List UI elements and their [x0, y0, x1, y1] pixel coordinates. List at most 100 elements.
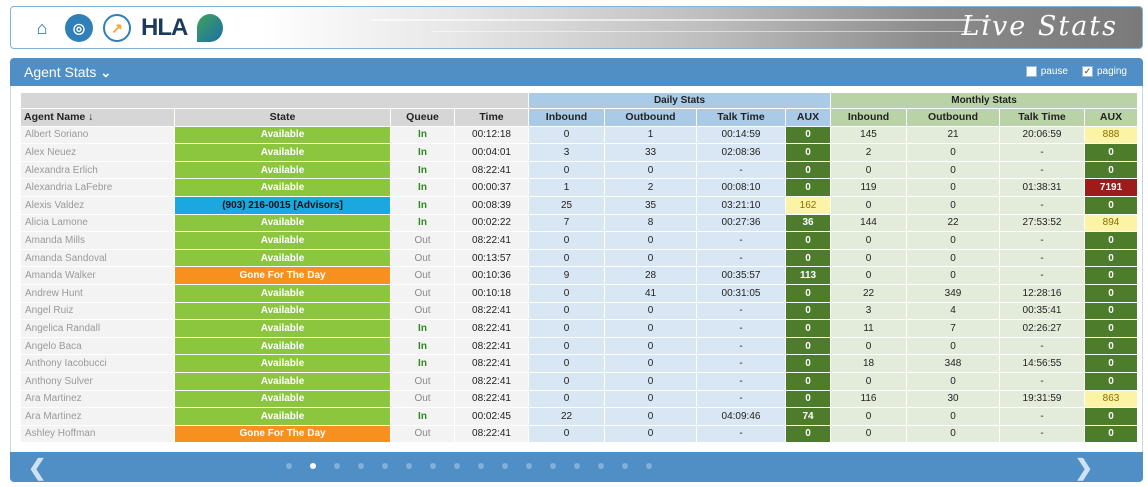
- queue-cell: In: [390, 319, 455, 338]
- state-cell: Available: [174, 178, 391, 197]
- monthly-talk-time-cell: 02:26:27: [999, 319, 1086, 338]
- table-row[interactable]: Amanda Walker Gone For The Day Out 00:10:36…: [20, 266, 1139, 285]
- col-monthly-inbound[interactable]: Inbound: [830, 108, 908, 127]
- table-row[interactable]: Angel Ruiz Available Out 08:22:41 0 0-0 3 4 00:3…: [20, 301, 1139, 321]
- monthly-outbound-cell: 7: [906, 319, 1001, 338]
- agent-name-cell: Amanda Walker: [20, 266, 175, 285]
- daily-inbound-cell: 0: [528, 301, 605, 321]
- col-daily-talk-time[interactable]: Talk Time: [696, 108, 786, 127]
- queue-cell: Out: [390, 389, 455, 409]
- monthly-talk-time-cell: -: [999, 336, 1086, 356]
- time-cell: 00:00:37: [454, 178, 529, 197]
- monthly-outbound-cell: 0: [906, 336, 1001, 356]
- table-row[interactable]: Angelo Baca Available In 08:22:41 0 0-0 0 0-0: [20, 336, 1139, 356]
- table-row[interactable]: Alexandra Erlich Available In 08:22:41 0 0-0 0…: [20, 160, 1139, 180]
- page-dot[interactable]: [334, 463, 340, 469]
- col-daily-inbound[interactable]: Inbound: [528, 108, 605, 127]
- col-monthly-aux[interactable]: AUX: [1084, 108, 1139, 127]
- monthly-aux-cell: 0: [1084, 301, 1139, 321]
- daily-inbound-cell: 0: [528, 371, 605, 391]
- table-row[interactable]: Amanda Sandoval Available Out 00:13:57 0 0-0 0…: [20, 248, 1139, 268]
- page-dot[interactable]: [478, 463, 484, 469]
- state-cell: Available: [174, 125, 391, 145]
- daily-talk-time-cell: -: [696, 371, 786, 391]
- monthly-outbound-cell: 0: [906, 266, 1001, 285]
- monthly-outbound-cell: 0: [906, 248, 1001, 268]
- page-dot[interactable]: [622, 463, 628, 469]
- daily-outbound-cell: 8: [604, 213, 697, 233]
- monthly-outbound-cell: 0: [906, 371, 1001, 391]
- queue-cell: In: [390, 336, 455, 356]
- daily-talk-time-cell: -: [696, 424, 786, 444]
- paging-checkbox[interactable]: ✓: [1081, 66, 1093, 77]
- page-dot[interactable]: [598, 463, 604, 469]
- table-row[interactable]: Anthony Sulver Available Out 08:22:41 0 0-0 0 0…: [20, 371, 1139, 391]
- col-monthly-outbound[interactable]: Outbound: [906, 108, 1001, 127]
- agent-name-cell: Alicia Lamone: [20, 213, 175, 233]
- table-row[interactable]: Angelica Randall Available In 08:22:41 0 0-0 1…: [20, 319, 1139, 338]
- daily-inbound-cell: 3: [528, 143, 605, 162]
- page-dot[interactable]: [358, 463, 364, 469]
- daily-outbound-cell: 0: [604, 371, 697, 391]
- table-row[interactable]: Alexandria LaFebre Available In 00:00:37 1 2 0…: [20, 178, 1139, 197]
- monthly-aux-cell: 0: [1084, 319, 1139, 338]
- chevron-right-icon[interactable]: ❯: [1074, 455, 1093, 480]
- table-row[interactable]: Amanda Mills Available Out 08:22:41 0 0-0 0 0-0: [20, 231, 1139, 250]
- daily-aux-cell: 0: [784, 389, 832, 409]
- page-dot[interactable]: [502, 463, 508, 469]
- panel-title: Agent Stats: [24, 64, 97, 80]
- table-row[interactable]: Albert Soriano Available In 00:12:18 0 1 00:14…: [20, 125, 1139, 145]
- table-row[interactable]: Alex Neuez Available In 00:04:01 3 33 02:08:36…: [20, 143, 1139, 162]
- page-dot[interactable]: [454, 463, 460, 469]
- agent-name-cell: Alexandria LaFebre: [20, 178, 175, 197]
- col-queue[interactable]: Queue: [390, 108, 455, 127]
- page-dot[interactable]: [286, 463, 292, 469]
- page-dot[interactable]: [574, 463, 580, 469]
- chevron-left-icon[interactable]: ❮: [28, 455, 47, 480]
- col-daily-outbound[interactable]: Outbound: [604, 108, 697, 127]
- monthly-inbound-cell: 145: [830, 125, 908, 145]
- page-dot[interactable]: [406, 463, 412, 469]
- monthly-inbound-cell: 119: [830, 178, 908, 197]
- col-daily-aux[interactable]: AUX: [784, 108, 832, 127]
- col-monthly-talk-time[interactable]: Talk Time: [999, 108, 1086, 127]
- table-row[interactable]: Ara Martinez Available In 00:02:45 22 0 04:09:…: [20, 407, 1139, 426]
- monthly-inbound-cell: 0: [830, 160, 908, 180]
- table-row[interactable]: Ara Martinez Available Out 08:22:41 0 0-0 116 3…: [20, 389, 1139, 409]
- monthly-talk-time-cell: 14:56:55: [999, 354, 1086, 373]
- paging-label: paging: [1096, 66, 1127, 77]
- daily-aux-cell: 0: [784, 143, 832, 162]
- col-agent-name[interactable]: Agent Name ↓: [20, 108, 175, 127]
- pause-checkbox[interactable]: [1025, 66, 1037, 77]
- table-row[interactable]: Anthony Iacobucci Available In 08:22:41 0 0-0…: [20, 354, 1139, 373]
- daily-aux-cell: 0: [784, 319, 832, 338]
- monthly-talk-time-cell: 12:28:16: [999, 283, 1086, 303]
- daily-inbound-cell: 9: [528, 266, 605, 285]
- monthly-talk-time-cell: 19:31:59: [999, 389, 1086, 409]
- panel-title-toggle[interactable]: Agent Stats ⌄: [24, 64, 111, 81]
- agent-name-cell: Ara Martinez: [20, 407, 175, 426]
- queue-cell: In: [390, 125, 455, 145]
- table-row[interactable]: Alexis Valdez (903) 216-0015 [Advisors] In…: [20, 195, 1139, 215]
- col-state[interactable]: State: [174, 108, 391, 127]
- daily-aux-cell: 0: [784, 424, 832, 444]
- table-row[interactable]: Andrew Hunt Available Out 00:10:18 0 41 00:31:…: [20, 283, 1139, 303]
- col-time[interactable]: Time: [454, 108, 529, 127]
- page-dot[interactable]: [646, 463, 652, 469]
- page-dot[interactable]: [382, 463, 388, 469]
- monthly-inbound-cell: 0: [830, 424, 908, 444]
- page-dot[interactable]: [550, 463, 556, 469]
- monthly-outbound-cell: 349: [906, 283, 1001, 303]
- agent-name-cell: Angelica Randall: [20, 319, 175, 338]
- table-row[interactable]: Alicia Lamone Available In 00:02:22 7 8 00:27:…: [20, 213, 1139, 233]
- state-cell: Available: [174, 213, 391, 233]
- agent-name-cell: Alexis Valdez: [20, 195, 175, 215]
- state-cell: Available: [174, 371, 391, 391]
- monthly-outbound-cell: 348: [906, 354, 1001, 373]
- page-dot[interactable]: [526, 463, 532, 469]
- daily-outbound-cell: 0: [604, 248, 697, 268]
- daily-inbound-cell: 25: [528, 195, 605, 215]
- page-dot[interactable]: [310, 463, 316, 469]
- page-dot[interactable]: [430, 463, 436, 469]
- table-row[interactable]: Ashley Hoffman Gone For The Day Out 08:22:4…: [20, 424, 1139, 444]
